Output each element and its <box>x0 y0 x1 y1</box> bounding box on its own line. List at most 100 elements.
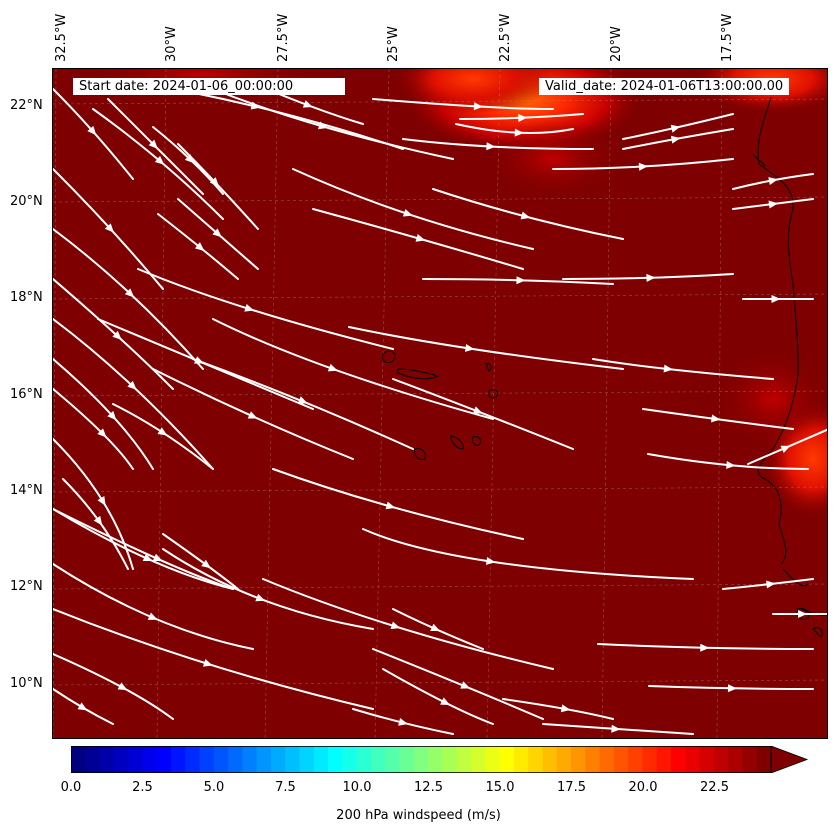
colorbar-cell <box>71 746 86 773</box>
colorbar-cell <box>671 746 686 773</box>
streamline-arrowhead <box>297 396 308 404</box>
streamline-arrowhead <box>327 363 338 372</box>
streamline-arrowhead <box>124 288 135 298</box>
colorbar-cell <box>271 746 286 773</box>
streamline-arrowhead <box>201 559 211 569</box>
streamline-arrowhead <box>77 702 88 711</box>
colorbar-tick-5: 12.5 <box>414 780 443 795</box>
streamline-arrowhead <box>472 406 483 414</box>
colorbar-cell <box>228 746 244 773</box>
colorbar-cell <box>185 746 201 773</box>
colorbar-cell <box>156 746 172 773</box>
lon-label-20w: 20°W <box>609 26 624 62</box>
colorbar-cell <box>585 746 601 773</box>
colorbar-label: 200 hPa windspeed (m/s) <box>336 808 501 823</box>
colorbar-cell <box>371 746 386 773</box>
streamline-arrowhead <box>194 242 205 251</box>
streamline-arrowhead <box>147 612 158 620</box>
streamline-arrowhead <box>464 343 475 352</box>
map-canvas <box>53 69 827 738</box>
streamline-arrowhead <box>485 556 496 565</box>
colorbar-cell <box>299 746 315 773</box>
colorbar-cell <box>413 746 429 773</box>
lon-label-27-5w: 27.5°W <box>276 13 291 62</box>
streamline-arrowhead <box>87 125 97 136</box>
streamline-arrowhead <box>152 553 163 562</box>
colorbar-cell <box>642 746 658 773</box>
streamline-arrowhead <box>726 460 736 469</box>
streamline-arrowhead <box>514 128 524 137</box>
colorbar-cell <box>571 746 586 773</box>
colorbar-tick-1: 2.5 <box>132 780 153 795</box>
colorbar-cell <box>313 746 329 773</box>
colorbar-cell <box>599 746 615 773</box>
streamline-arrowhead <box>93 515 103 526</box>
colorbar-cell <box>756 746 772 773</box>
streamline-arrowhead <box>255 593 266 602</box>
streamline-arrowhead <box>154 155 165 165</box>
colorbar-tick-3: 7.5 <box>275 780 296 795</box>
lat-label-10n: 10°N <box>10 676 43 691</box>
streamline-arrowhead <box>212 228 222 238</box>
streamline-arrowhead <box>516 276 526 285</box>
streamline-arrowhead <box>157 427 168 436</box>
streamline-arrowhead <box>402 208 413 217</box>
lon-label-22-5w: 22.5°W <box>498 13 513 62</box>
lon-label-30w: 30°W <box>164 26 179 62</box>
streamline-arrowhead <box>148 139 158 149</box>
colorbar-cell <box>471 746 486 773</box>
wind-map: Start date: 2024-01-06_00:00:00 Valid_da… <box>52 68 828 739</box>
colorbar-cell <box>128 746 144 773</box>
colorbar-cell <box>113 746 129 773</box>
colorbar-cell <box>713 746 729 773</box>
streamline-arrowhead <box>430 623 441 632</box>
colorbar-cell <box>556 746 572 773</box>
streamline-arrowhead <box>112 330 122 340</box>
colorbar-cell <box>99 746 115 773</box>
lon-label-32-5w: 32.5°W <box>54 13 69 62</box>
streamline-arrowhead <box>768 200 778 209</box>
colorbar-cell <box>456 746 472 773</box>
streamline-arrowhead <box>711 414 721 423</box>
colorbar-cell <box>613 746 629 773</box>
streamline-arrowhead <box>202 658 213 667</box>
colorbar-cell <box>213 746 229 773</box>
streamline-arrowhead <box>473 102 483 111</box>
streamline-arrowhead <box>611 724 621 733</box>
streamline-arrowhead <box>780 445 791 454</box>
streamline-arrowhead <box>142 553 153 562</box>
colorbar-cell <box>328 746 344 773</box>
streamline-arrowhead <box>97 428 107 438</box>
colorbar-cell <box>385 746 401 773</box>
wind-speed-maxima <box>83 69 827 519</box>
colorbar-tick-9: 22.5 <box>700 780 729 795</box>
graticule <box>53 69 827 738</box>
streamline-arrowhead <box>670 135 681 144</box>
lat-label-22n: 22°N <box>10 98 43 113</box>
colorbar-cell <box>142 746 158 773</box>
lon-label-25w: 25°W <box>386 26 401 62</box>
colorbar-cell <box>242 746 258 773</box>
streamline-arrowhead <box>107 410 117 421</box>
streamline-arrowhead <box>247 411 258 419</box>
streamline-arrowhead <box>385 501 396 510</box>
colorbar-cell <box>285 746 301 773</box>
streamline-arrowhead <box>766 580 776 589</box>
colorbar-cell <box>356 746 372 773</box>
colorbar-cell <box>85 746 101 773</box>
streamline-arrowhead <box>520 211 531 220</box>
colorbar-tick-7: 17.5 <box>557 780 586 795</box>
streamline-arrowhead <box>771 295 781 303</box>
colorbar-tick-2: 5.0 <box>203 780 225 795</box>
start-date-label: Start date: 2024-01-06_00:00:00 <box>73 78 345 95</box>
colorbar-tick-0: 0.0 <box>60 780 82 795</box>
colorbar-cell <box>442 746 458 773</box>
streamline-arrowhead <box>127 380 137 390</box>
streamline-arrowhead <box>768 177 778 185</box>
coastline <box>382 96 827 638</box>
colorbar-cell <box>628 746 644 773</box>
streamline-arrowhead <box>670 124 681 133</box>
streamline-arrowhead <box>486 142 496 151</box>
streamline-arrowhead <box>184 154 195 164</box>
colorbar-extend-arrow <box>770 746 809 773</box>
